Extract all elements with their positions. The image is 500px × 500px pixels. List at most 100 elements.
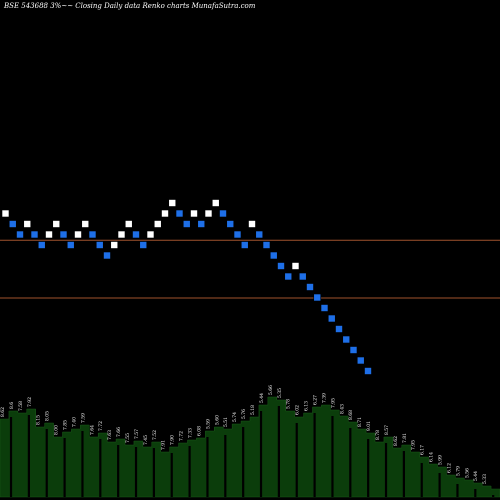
volume-bar-gap	[27, 415, 30, 497]
volume-area	[0, 396, 500, 498]
volume-bar-gap	[331, 416, 334, 497]
renko-brick-down	[320, 304, 329, 312]
renko-brick-down	[255, 230, 264, 239]
renko-brick-up	[190, 209, 198, 218]
volume-bar-gap	[206, 437, 209, 497]
renko-brick-down	[16, 230, 24, 239]
renko-brick-down	[66, 241, 75, 249]
volume-label: 7.66	[116, 427, 122, 437]
volume-label: 6.14	[429, 452, 435, 462]
volume-label: 6.13	[304, 401, 310, 411]
renko-brick-down	[327, 314, 336, 323]
renko-brick-down	[313, 293, 322, 302]
volume-label: 7.64	[89, 425, 95, 435]
volume-bar-gap	[384, 443, 388, 497]
renko-brick-down	[132, 230, 140, 239]
volume-label: 7.52	[152, 430, 158, 440]
volume-bar-gap	[420, 463, 423, 497]
volume-label: 8.05	[45, 411, 51, 421]
volume-label: 5.59	[205, 419, 211, 429]
volume-label: 7.33	[188, 428, 194, 438]
volume-label: 5.56	[464, 468, 470, 478]
volume-bar-gap	[188, 446, 191, 497]
reference-lines	[0, 239, 500, 299]
volume-label: 8.68	[348, 410, 354, 420]
volume-label: 8.71	[357, 417, 363, 427]
volume-bar-gap	[224, 435, 227, 497]
volume-label: 8.15	[36, 415, 42, 425]
volume-label: 7.90	[170, 435, 176, 445]
volume-label: 8.78	[375, 430, 381, 440]
renko-brick-down	[95, 241, 104, 249]
renko-brick-down	[233, 230, 242, 239]
chart-title: BSE 543688 3%~~ Closing Daily data Renko…	[4, 2, 256, 10]
volume-bar-gap	[152, 448, 155, 497]
volume-bar-gap	[9, 417, 13, 497]
renko-brick-down	[226, 220, 235, 228]
renko-brick-down	[37, 241, 46, 249]
renko-brick-down	[59, 230, 68, 239]
renko-brick-down	[197, 220, 206, 228]
renko-brick-down	[103, 251, 111, 260]
volume-label: 5.44	[259, 393, 265, 403]
renko-brick-up	[248, 220, 256, 228]
renko-brick-up	[74, 230, 82, 239]
volume-label: 5.44	[473, 471, 479, 481]
volume-label: 5.66	[268, 385, 274, 395]
renko-brick-down	[335, 325, 343, 333]
volume-bar-gap	[438, 473, 441, 497]
volume-bar-gap	[99, 439, 102, 497]
renko-brick-down	[219, 209, 227, 218]
renko-brick-up	[1, 209, 10, 218]
volume-label: 7.55	[125, 433, 131, 443]
volume-bar-gap	[134, 447, 138, 497]
volume-label: 8.57	[384, 425, 390, 435]
renko-brick-down	[8, 220, 17, 228]
volume-label: 7.81	[402, 433, 408, 443]
renko-brick-up	[23, 220, 32, 228]
renko-brick-up	[204, 209, 213, 218]
volume-bar-gap	[45, 429, 48, 497]
renko-brick-down	[262, 241, 271, 249]
renko-brick-down	[342, 335, 351, 344]
volume-label: 8.6	[9, 402, 15, 409]
volume-label: 5.79	[455, 466, 461, 476]
renko-brick-up	[124, 220, 133, 228]
volume-label: 7.40	[71, 417, 77, 427]
volume-label: 7.91	[161, 440, 167, 450]
volume-bar-gap	[242, 427, 245, 497]
volume-label: 5.99	[438, 455, 444, 465]
renko-brick-down	[277, 262, 285, 270]
renko-brick-up	[110, 241, 119, 249]
renko-brick-down	[182, 220, 191, 228]
renko-brick-up	[117, 230, 126, 239]
renko-brick-up	[146, 230, 155, 239]
renko-brick-down	[349, 346, 358, 354]
renko-brick-up	[81, 220, 90, 228]
renko-brick-down	[88, 230, 97, 239]
volume-label: 8.62	[393, 436, 399, 446]
renko-brick-up	[161, 209, 169, 218]
volume-bar-gap	[277, 406, 280, 497]
volume-labels: 8.628.6 7.58 7.928.15 8.058.00 7.85 7.40 7.597…	[0, 385, 488, 484]
renko-brick-down	[298, 272, 307, 281]
volume-label: 7.72	[98, 421, 104, 431]
volume-label: 7.39	[321, 393, 327, 403]
volume-label: 8.43	[339, 404, 345, 414]
volume-bar-gap	[117, 445, 120, 497]
volume-label: 7.95	[411, 440, 417, 450]
volume-label: 9.01	[366, 421, 372, 431]
volume-label: 5.18	[250, 405, 256, 415]
volume-label: 7.92	[27, 397, 33, 407]
renko-brick-down	[30, 230, 39, 239]
volume-bar-gap	[170, 453, 173, 497]
volume-label: 5.33	[482, 474, 488, 484]
renko-brick-down	[356, 356, 365, 365]
volume-bar-gap	[313, 413, 316, 497]
volume-area-path	[0, 396, 500, 498]
volume-label: 6.12	[446, 463, 452, 473]
renko-brick-down	[284, 272, 293, 281]
volume-label: 5.74	[232, 412, 238, 422]
volume-label: 5.60	[214, 415, 220, 425]
